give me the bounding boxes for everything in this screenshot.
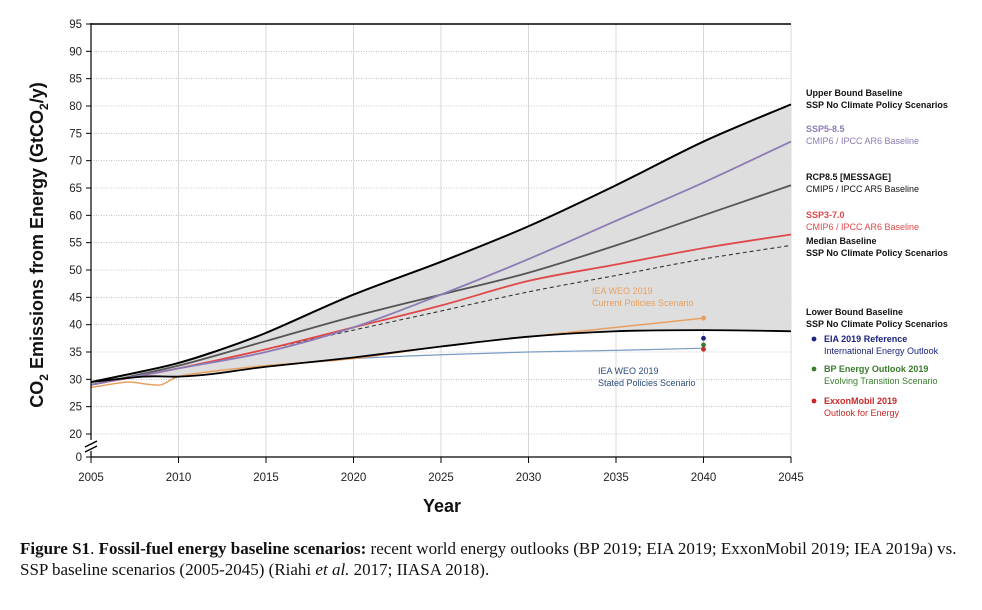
y-tick-label: 50 (69, 265, 82, 277)
y-tick-label: 30 (69, 374, 82, 386)
legend-sub: SSP No Climate Policy Scenarios (806, 319, 948, 329)
legend-sub: CMIP5 / IPCC AR5 Baseline (806, 184, 919, 194)
legend-title: EIA 2019 Reference (824, 334, 907, 344)
axis-break-mark (84, 440, 98, 453)
point-eia (701, 335, 706, 341)
y-tick-label: 25 (69, 402, 82, 414)
y-tick-label: 40 (69, 320, 82, 332)
y-tick-label: 35 (69, 347, 82, 359)
legend-sub: SSP No Climate Policy Scenarios (806, 100, 948, 110)
legend-sub: Evolving Transition Scenario (824, 376, 938, 386)
x-tick-label: 2025 (428, 472, 454, 484)
y-tick-label: 95 (69, 19, 82, 31)
series-line-lower (90, 329, 792, 383)
legend-title: Median Baseline (806, 236, 877, 246)
caption-text-a: recent world energy outlooks (BP 2019; E… (20, 539, 957, 579)
caption-title: Fossil-fuel energy baseline scenarios: (98, 539, 367, 558)
legend-sub: CMIP6 / IPCC AR6 Baseline (806, 222, 919, 232)
y-tick-label: 45 (69, 292, 82, 304)
x-tick-label: 2010 (166, 472, 192, 484)
caption-text-b: 2017; IIASA 2018). (349, 560, 490, 579)
x-tick-label: 2020 (341, 472, 367, 484)
legend-title: RCP8.5 [MESSAGE] (806, 172, 891, 182)
y-tick-label: 60 (69, 210, 82, 222)
legend-title: BP Energy Outlook 2019 (824, 364, 928, 374)
x-axis-label: Year (423, 496, 461, 516)
y-tick-label: 85 (69, 74, 82, 86)
legend: Upper Bound Baseline SSP No Climate Polic… (806, 88, 948, 418)
y-tick-label: 55 (69, 238, 82, 250)
legend-title: ExxonMobil 2019 (824, 396, 897, 406)
iea-current-endpoint (701, 315, 706, 321)
point-bp (701, 342, 706, 348)
iea-current-title: IEA WEO 2019 (592, 286, 653, 296)
iea-stated-sub: Stated Policies Scenario (598, 378, 696, 388)
series-line-ssp585 (90, 140, 792, 386)
series-lines (90, 103, 792, 389)
axes (84, 23, 792, 463)
legend-dot (811, 398, 817, 404)
legend-title: Upper Bound Baseline (806, 88, 903, 98)
series-line-upper (90, 103, 792, 384)
iea-current-sub: Current Policies Scenario (592, 298, 694, 308)
x-tick-label: 2040 (691, 472, 717, 484)
legend-title: SSP3-7.0 (806, 210, 845, 220)
x-tick-label: 2035 (603, 472, 629, 484)
y-axis-label: CO2 Emissions from Energy (GtCO2/y) (27, 82, 51, 407)
legend-sub: CMIP6 / IPCC AR6 Baseline (806, 136, 919, 146)
point-exxon (701, 346, 706, 352)
y-tick-label: 80 (69, 101, 82, 113)
legend-dot (811, 366, 817, 372)
legend-dot (811, 336, 817, 342)
legend-title: SSP5-8.5 (806, 124, 845, 134)
baseline-range-band (91, 104, 791, 383)
y-tick-label: 0 (76, 452, 82, 464)
iea-stated-title: IEA WEO 2019 (598, 366, 659, 376)
caption-separator: . (90, 539, 99, 558)
caption-etal: et al. (315, 560, 350, 579)
y-tick-label: 65 (69, 183, 82, 195)
y-tick-label: 70 (69, 156, 82, 168)
legend-sub: International Energy Outlook (824, 346, 939, 356)
y-tick-label: 20 (69, 429, 82, 441)
x-tick-label: 2015 (253, 472, 279, 484)
annotations: IEA WEO 2019 Current Policies Scenario IEA… (592, 286, 696, 388)
y-tick-label: 90 (69, 46, 82, 58)
legend-sub: SSP No Climate Policy Scenarios (806, 248, 948, 258)
x-tick-label: 2005 (78, 472, 104, 484)
x-tick-label: 2045 (778, 472, 804, 484)
legend-sub: Outlook for Energy (824, 408, 900, 418)
outlook-points (701, 335, 706, 352)
figure-caption: Figure S1. Fossil-fuel energy baseline s… (20, 538, 960, 580)
x-tick-label: 2030 (516, 472, 542, 484)
range-band (91, 104, 791, 383)
y-tick-label: 75 (69, 128, 82, 140)
legend-title: Lower Bound Baseline (806, 307, 903, 317)
caption-label: Figure S1 (20, 539, 91, 558)
